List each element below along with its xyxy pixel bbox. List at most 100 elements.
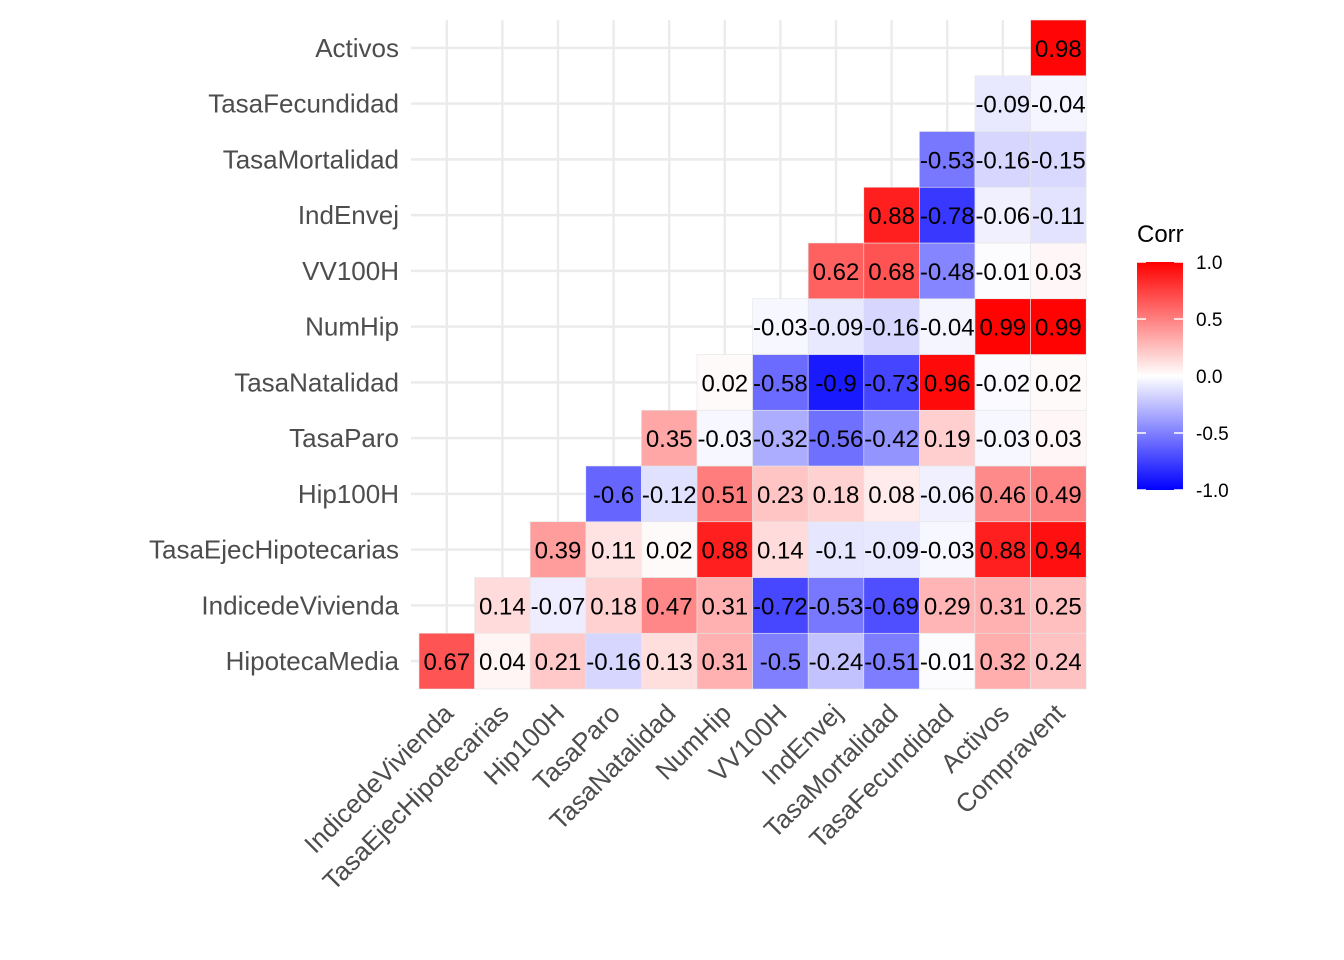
- heatmap-cell: [974, 354, 1031, 411]
- heatmap-cell: [1030, 298, 1087, 355]
- heatmap-cell: [974, 465, 1031, 523]
- heatmap-cell: [1030, 354, 1087, 411]
- cell-value-label: -0.09: [975, 92, 1030, 119]
- cell-value-label: 0.67: [423, 649, 470, 676]
- cell-value-label: 0.02: [646, 538, 693, 565]
- cell-value-label: -0.12: [642, 482, 697, 509]
- cell-value-label: -0.72: [753, 593, 808, 620]
- cell-value-label: -0.09: [809, 315, 864, 342]
- cell-value-label: 0.51: [701, 482, 748, 509]
- heatmap-cell: [529, 577, 587, 634]
- y-tick-label: Hip100H: [298, 479, 399, 509]
- heatmap-cell: [585, 465, 642, 523]
- y-tick-label: Activos: [315, 33, 399, 63]
- cell-value-label: -0.16: [586, 649, 641, 676]
- cell-value-label: 0.13: [646, 649, 693, 676]
- heatmap-cell: [919, 242, 976, 300]
- heatmap-cell: [974, 577, 1031, 634]
- heatmap-cell: [696, 354, 753, 411]
- heatmap-cell: [974, 186, 1031, 244]
- cell-value-label: 0.62: [813, 259, 860, 286]
- cell-value-label: -0.16: [975, 147, 1030, 174]
- heatmap-cell: [863, 632, 920, 690]
- heatmap-cell: [1030, 465, 1087, 523]
- heatmap-cell: [919, 577, 976, 634]
- cell-value-label: 0.14: [479, 593, 526, 620]
- cell-value-label: 0.23: [757, 482, 804, 509]
- heatmap-cell: [1030, 75, 1087, 132]
- y-tick-label: NumHip: [305, 312, 399, 342]
- cell-value-label: 0.04: [479, 649, 526, 676]
- heatmap-cell: [752, 577, 809, 634]
- cell-value-label: -0.6: [593, 482, 634, 509]
- cell-value-label: 0.68: [868, 259, 915, 286]
- cell-value-label: 0.14: [757, 538, 804, 565]
- heatmap-cell: [752, 465, 809, 523]
- cell-value-label: -0.03: [920, 538, 975, 565]
- cell-value-label: 0.11: [591, 538, 636, 565]
- cell-value-label: 0.98: [1035, 36, 1082, 63]
- y-axis-tick-labels: HipotecaMedia IndicedeVivienda TasaEjecHip…: [149, 33, 400, 676]
- heatmap-cell: [863, 577, 920, 634]
- heatmap-cell: [1030, 409, 1087, 467]
- cell-value-label: 0.99: [979, 315, 1026, 342]
- cell-value-label: 0.47: [646, 593, 693, 620]
- y-tick-label: VV100H: [302, 256, 399, 286]
- heatmap-cell: [418, 632, 475, 690]
- cell-value-label: 0.49: [1035, 482, 1082, 509]
- heatmap-cell: [863, 465, 920, 523]
- heatmap-cell: [919, 521, 976, 578]
- heatmap-cell: [863, 298, 920, 355]
- cell-value-label: -0.56: [809, 426, 864, 453]
- cell-value-label: -0.01: [920, 649, 975, 676]
- y-tick-label: IndEnvej: [298, 200, 399, 230]
- heatmap-cell: [752, 521, 809, 578]
- heatmap-cell: [474, 632, 531, 690]
- heatmap-cell: [807, 465, 865, 523]
- cell-value-label: 0.88: [979, 538, 1026, 565]
- heatmap-cell: [919, 354, 976, 411]
- cell-value-label: -0.01: [975, 259, 1030, 286]
- y-tick-label: TasaEjecHipotecarias: [149, 535, 399, 565]
- cell-value-label: 0.99: [1035, 315, 1082, 342]
- cell-value-label: -0.04: [1031, 92, 1086, 119]
- heatmap-cell: [585, 632, 642, 690]
- x-axis-tick-labels: IndicedeViviendaTasaEjecHipotecariasHip1…: [298, 697, 1071, 896]
- cell-value-label: -0.03: [975, 426, 1030, 453]
- heatmap-cell: [1030, 19, 1087, 77]
- heatmap-cell: [641, 465, 698, 523]
- cell-value-label: -0.06: [975, 203, 1030, 230]
- heatmap-cell: [529, 521, 587, 578]
- cell-value-label: 0.88: [701, 538, 748, 565]
- y-tick-label: TasaParo: [289, 423, 399, 453]
- cell-value-label: 0.46: [979, 482, 1026, 509]
- cell-value-label: -0.02: [975, 370, 1030, 397]
- heatmap-cell: [807, 242, 865, 300]
- cell-value-label: -0.07: [531, 593, 586, 620]
- heatmap-cell: [1030, 521, 1087, 578]
- cell-value-label: -0.11: [1032, 203, 1085, 230]
- heatmap-cell: [696, 465, 753, 523]
- heatmap-cell: [752, 632, 809, 690]
- heatmap-cell: [752, 298, 809, 355]
- cell-value-label: 0.29: [924, 593, 971, 620]
- heatmap-cell: [919, 131, 976, 188]
- heatmap-cell: [641, 521, 698, 578]
- cell-value-label: 0.21: [535, 649, 582, 676]
- y-tick-label: IndicedeVivienda: [201, 590, 399, 620]
- cell-value-label: -0.51: [864, 649, 919, 676]
- heatmap-cell: [585, 577, 642, 634]
- cell-value-label: 0.39: [535, 538, 582, 565]
- heatmap-cell: [807, 409, 865, 467]
- cell-value-label: 0.02: [701, 370, 748, 397]
- heatmap-cell: [696, 577, 753, 634]
- cell-value-label: -0.9: [815, 370, 856, 397]
- cell-value-label: -0.53: [809, 593, 864, 620]
- cell-value-label: -0.09: [864, 538, 919, 565]
- heatmap-cell: [919, 465, 976, 523]
- cell-value-label: -0.58: [753, 370, 808, 397]
- cell-value-label: -0.69: [864, 593, 919, 620]
- heatmap-cell: [919, 186, 976, 244]
- cell-value-label: -0.73: [864, 370, 919, 397]
- heatmap-cell: [474, 577, 531, 634]
